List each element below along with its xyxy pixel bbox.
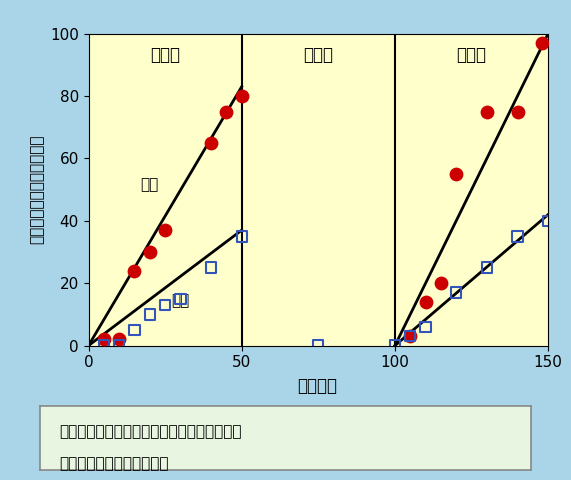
Point bbox=[99, 336, 108, 343]
Text: 光オン: 光オン bbox=[457, 46, 486, 64]
Text: 光オフ: 光オフ bbox=[303, 46, 333, 64]
Point bbox=[421, 298, 430, 306]
Point bbox=[176, 295, 185, 302]
Y-axis label: ガス発生量／マイクロモル: ガス発生量／マイクロモル bbox=[29, 135, 45, 244]
Text: 光触媒による可視光での水の完全分解による: 光触媒による可視光での水の完全分解による bbox=[59, 424, 242, 439]
Text: 反応時間: 反応時間 bbox=[297, 377, 337, 395]
Point bbox=[314, 342, 323, 349]
Point bbox=[130, 267, 139, 275]
Point bbox=[406, 332, 415, 340]
Point bbox=[99, 342, 108, 349]
Point bbox=[222, 108, 231, 116]
Point bbox=[145, 248, 154, 256]
Text: 水素: 水素 bbox=[140, 178, 159, 192]
Point bbox=[115, 342, 124, 349]
Point bbox=[237, 92, 246, 100]
Point bbox=[436, 279, 445, 287]
Point bbox=[537, 39, 546, 47]
Point bbox=[207, 264, 216, 272]
Point bbox=[544, 217, 553, 225]
Point bbox=[160, 301, 170, 309]
Text: 水素と酸素発生の経時変化: 水素と酸素発生の経時変化 bbox=[59, 456, 169, 471]
Point bbox=[130, 326, 139, 334]
Point bbox=[237, 232, 246, 240]
Point bbox=[452, 288, 461, 296]
Point bbox=[145, 311, 154, 318]
Text: 酸素: 酸素 bbox=[171, 293, 190, 308]
Point bbox=[482, 264, 492, 272]
Point bbox=[513, 232, 522, 240]
Point bbox=[391, 342, 400, 349]
Point bbox=[513, 108, 522, 116]
Point bbox=[207, 139, 216, 146]
Point bbox=[115, 336, 124, 343]
Point bbox=[452, 170, 461, 178]
Text: 光オン: 光オン bbox=[150, 46, 180, 64]
Point bbox=[406, 332, 415, 340]
Point bbox=[482, 108, 492, 116]
Point bbox=[160, 227, 170, 234]
Point bbox=[421, 323, 430, 331]
